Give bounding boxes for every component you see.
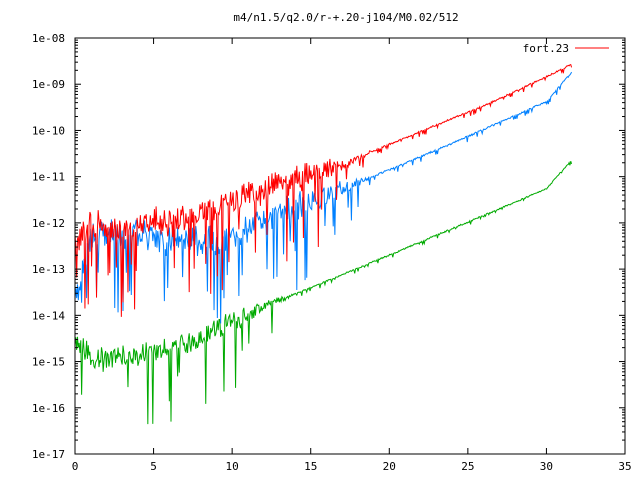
legend-label-fort-23: fort.23 xyxy=(523,42,569,55)
series-line-1 xyxy=(74,71,573,324)
y-tick-label: 1e-16 xyxy=(32,402,65,415)
x-tick-label: 35 xyxy=(618,460,631,473)
y-tick-label: 1e-12 xyxy=(32,217,65,230)
x-tick-label: 30 xyxy=(540,460,553,473)
y-tick-label: 1e-10 xyxy=(32,124,65,137)
chart-title: m4/n1.5/q2.0/r-+.20-j104/M0.02/512 xyxy=(233,11,458,24)
series-line-2 xyxy=(74,161,573,425)
series-line-0 xyxy=(74,64,573,317)
x-tick-label: 5 xyxy=(150,460,157,473)
legend: fort.23 xyxy=(523,42,609,55)
tick-layer: 0 5 10 15 20 25 30 35 1e-17 1e-16 1e-15 1e-14 1e-13 1… xyxy=(32,32,632,473)
y-tick-label: 1e-17 xyxy=(32,448,65,461)
x-tick-label: 10 xyxy=(226,460,239,473)
series-layer xyxy=(74,64,573,425)
y-tick-label: 1e-11 xyxy=(32,171,65,184)
y-tick-label: 1e-14 xyxy=(32,309,65,322)
plot-frame xyxy=(74,37,626,455)
x-tick-label: 15 xyxy=(304,460,317,473)
x-tick-label: 20 xyxy=(383,460,396,473)
x-tick-label: 25 xyxy=(461,460,474,473)
y-tick-label: 1e-15 xyxy=(32,356,65,369)
y-tick-label: 1e-09 xyxy=(32,78,65,91)
y-tick-label: 1e-08 xyxy=(32,32,65,45)
y-tick-label: 1e-13 xyxy=(32,263,65,276)
x-tick-label: 0 xyxy=(72,460,79,473)
